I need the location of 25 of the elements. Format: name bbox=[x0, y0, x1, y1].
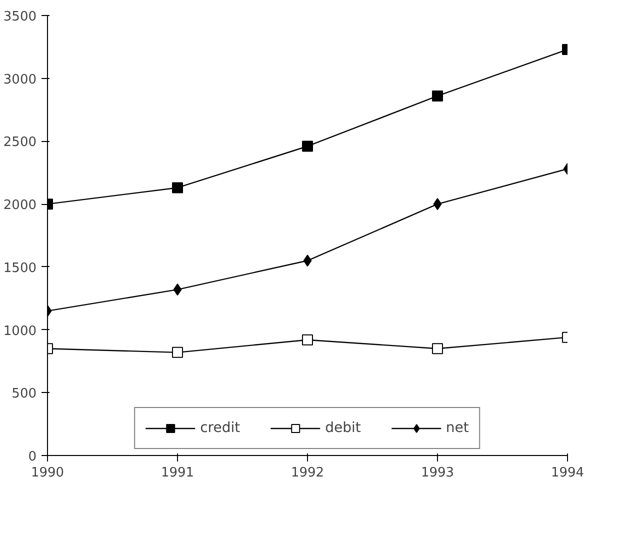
x-tick-label: 1993 bbox=[420, 466, 454, 480]
point bbox=[173, 284, 182, 296]
x-tick-label: 1992 bbox=[290, 466, 324, 480]
y-tick-label: 1500 bbox=[3, 260, 37, 276]
point bbox=[302, 334, 313, 346]
x-tick-label: 1994 bbox=[550, 466, 584, 480]
x-tick-label: 1990 bbox=[30, 466, 64, 480]
x-tick-label: 1991 bbox=[160, 466, 194, 480]
point bbox=[432, 90, 443, 102]
point bbox=[172, 346, 183, 358]
y-tick-label: 500 bbox=[12, 386, 37, 402]
y-tick-label: 2500 bbox=[3, 135, 37, 150]
legend-label: debit bbox=[325, 420, 361, 436]
legend-label: net bbox=[446, 420, 469, 436]
y-tick-label: 3000 bbox=[3, 72, 37, 88]
point bbox=[302, 140, 313, 152]
y-tick-label: 0 bbox=[28, 450, 37, 464]
y-tick-label: 2000 bbox=[3, 198, 37, 214]
point bbox=[433, 198, 442, 210]
point bbox=[303, 254, 312, 267]
point bbox=[172, 182, 183, 194]
y-tick-label: 3500 bbox=[3, 10, 37, 24]
y-tick-label: 1000 bbox=[3, 324, 37, 339]
legend-label: credit bbox=[200, 420, 240, 436]
point bbox=[432, 343, 443, 354]
